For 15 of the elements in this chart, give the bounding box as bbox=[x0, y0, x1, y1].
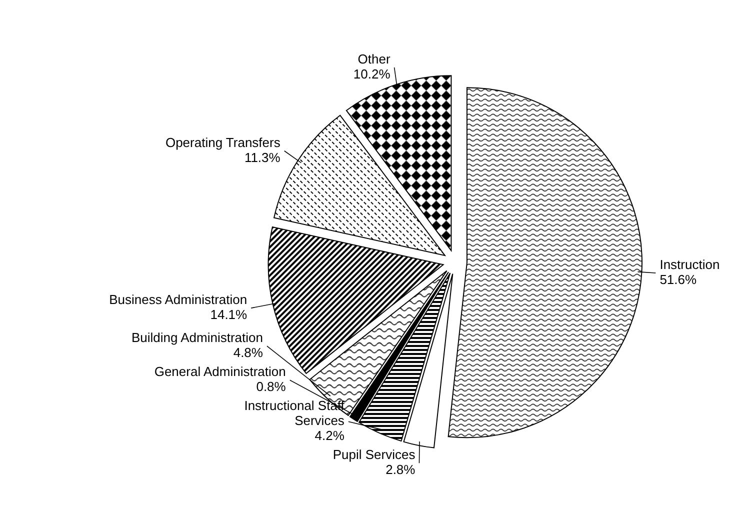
slice-label: Instruction bbox=[660, 256, 720, 272]
data-label: 4.2% bbox=[314, 428, 345, 444]
slice-label: General Administration bbox=[154, 364, 286, 380]
slice-label: Other bbox=[358, 51, 391, 66]
slice-label: Pupil Services bbox=[332, 447, 416, 462]
data-label: 14.1% bbox=[210, 307, 248, 322]
data-label: 10.2% bbox=[353, 66, 391, 82]
slice-label: Building Administration bbox=[131, 330, 263, 346]
data-label: 51.6% bbox=[660, 272, 698, 287]
data-label: 2.8% bbox=[386, 462, 416, 478]
slice-label: Operating Transfers bbox=[165, 134, 281, 150]
data-label: 4.8% bbox=[233, 345, 264, 360]
data-label: 11.3% bbox=[244, 150, 281, 165]
slice-label: Business Administration bbox=[109, 292, 248, 308]
data-label: 0.8% bbox=[256, 379, 286, 394]
